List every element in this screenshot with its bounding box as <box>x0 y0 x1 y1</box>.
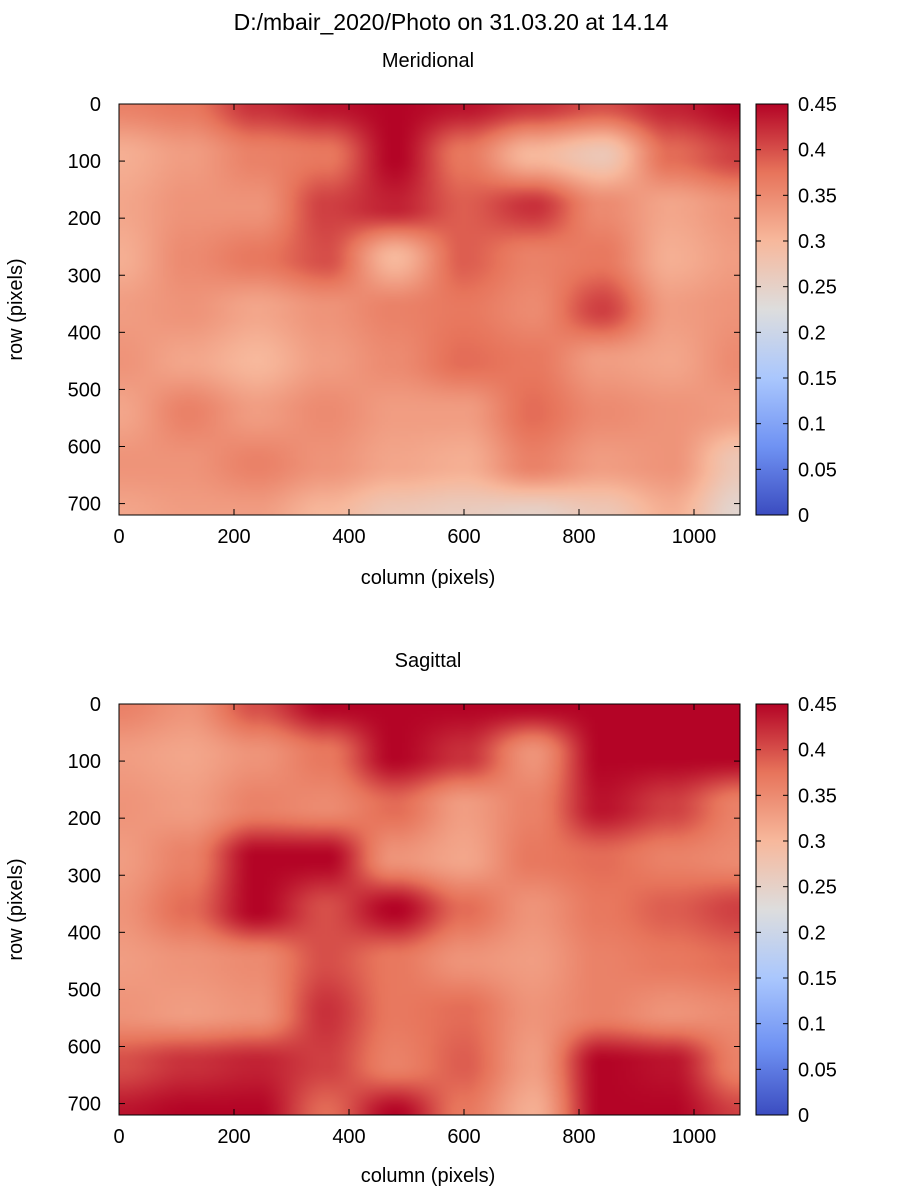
meridional-heatmap <box>119 104 740 515</box>
sagittal-x-tick-label: 600 <box>447 1126 480 1148</box>
meridional-y-tick-label: 700 <box>68 494 101 516</box>
meridional-y-tick-label: 600 <box>68 437 101 459</box>
sagittal-y-tick-label: 400 <box>68 922 101 944</box>
meridional-y-axis-label: row (pixels) <box>5 258 27 360</box>
figure-title: D:/mbair_2020/Photo on 31.03.20 at 14.14 <box>234 9 669 35</box>
meridional-x-tick-label: 800 <box>562 526 595 548</box>
sagittal-colorbar-tick-label: 0.15 <box>798 968 837 990</box>
meridional-colorbar-tick-label: 0.3 <box>798 231 826 253</box>
sagittal-panel: Sagittal 0 200 400 600 800 1000 0 100 200 300 400 50… <box>5 650 837 1187</box>
meridional-colorbar-tick-label: 0.05 <box>798 459 837 481</box>
sagittal-y-tick-label: 200 <box>68 808 101 830</box>
meridional-x-axis-label: column (pixels) <box>361 567 495 589</box>
sagittal-colorbar-tick-label: 0.1 <box>798 1014 826 1036</box>
meridional-colorbar-tick-label: 0.45 <box>798 94 837 116</box>
sagittal-colorbar-tick-label: 0.3 <box>798 831 826 853</box>
sagittal-plot-frame <box>118 703 741 1116</box>
sagittal-colorbar-tick-label: 0.4 <box>798 740 826 762</box>
sagittal-y-tick-label: 500 <box>68 979 101 1001</box>
meridional-x-tick-label: 1000 <box>672 526 717 548</box>
meridional-y-tick-label: 100 <box>68 151 101 173</box>
sagittal-x-tick-label: 1000 <box>672 1126 717 1148</box>
meridional-colorbar-tick-label: 0.25 <box>798 277 837 299</box>
meridional-title: Meridional <box>382 50 474 72</box>
sagittal-y-tick-label: 100 <box>68 751 101 773</box>
sagittal-colorbar-tick-label: 0 <box>798 1105 809 1127</box>
sagittal-heatmap <box>119 704 740 1115</box>
meridional-y-tick-label: 500 <box>68 379 101 401</box>
meridional-colorbar-tick-label: 0.1 <box>798 414 826 436</box>
sagittal-y-axis-label: row (pixels) <box>5 858 27 960</box>
meridional-y-tick-label: 0 <box>90 94 101 116</box>
sagittal-colorbar-tick-label: 0.2 <box>798 922 826 944</box>
meridional-colorbar-tick-label: 0 <box>798 505 809 527</box>
sagittal-y-tick-label: 0 <box>90 694 101 716</box>
meridional-colorbar-tick-label: 0.15 <box>798 368 837 390</box>
meridional-colorbar-tick-label: 0.4 <box>798 140 826 162</box>
sagittal-x-tick-label: 400 <box>332 1126 365 1148</box>
sagittal-title: Sagittal <box>395 650 462 672</box>
meridional-plot-frame <box>118 103 741 516</box>
sagittal-x-axis-label: column (pixels) <box>361 1165 495 1187</box>
meridional-x-tick-label: 200 <box>217 526 250 548</box>
sagittal-colorbar-tick-label: 0.35 <box>798 785 837 807</box>
meridional-colorbar-tick-label: 0.2 <box>798 322 826 344</box>
sagittal-colorbar <box>755 703 789 1116</box>
sagittal-x-tick-label: 0 <box>113 1126 124 1148</box>
meridional-colorbar-tick-label: 0.35 <box>798 185 837 207</box>
sagittal-y-tick-label: 600 <box>68 1037 101 1059</box>
meridional-panel: Meridional 0 200 400 600 800 1000 0 100 200 300 400… <box>5 50 837 589</box>
meridional-x-tick-label: 400 <box>332 526 365 548</box>
meridional-y-tick-label: 400 <box>68 322 101 344</box>
sagittal-x-tick-label: 200 <box>217 1126 250 1148</box>
meridional-y-tick-label: 200 <box>68 208 101 230</box>
sagittal-colorbar-tick-label: 0.45 <box>798 694 837 716</box>
meridional-colorbar <box>755 103 789 516</box>
sagittal-colorbar-tick-label: 0.05 <box>798 1059 837 1081</box>
sagittal-y-tick-label: 300 <box>68 865 101 887</box>
meridional-x-tick-label: 0 <box>113 526 124 548</box>
sagittal-colorbar-tick-label: 0.25 <box>798 877 837 899</box>
meridional-y-tick-label: 300 <box>68 265 101 287</box>
meridional-x-tick-label: 600 <box>447 526 480 548</box>
sagittal-y-tick-label: 700 <box>68 1094 101 1116</box>
sagittal-x-tick-label: 800 <box>562 1126 595 1148</box>
